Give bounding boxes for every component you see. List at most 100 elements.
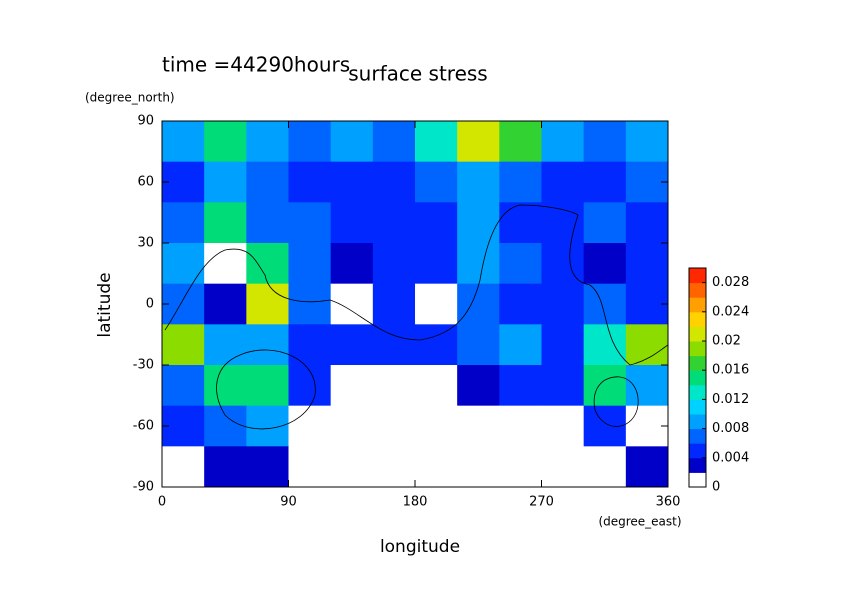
contour-cell	[288, 121, 332, 163]
y-tick-label: 0	[146, 297, 154, 312]
contour-cell	[246, 405, 289, 447]
contour-cell	[372, 161, 416, 203]
contour-cell	[204, 121, 247, 163]
contour-cell	[372, 202, 416, 244]
contour-cell	[204, 446, 247, 488]
contour-cell	[499, 446, 542, 488]
contour-cell	[583, 161, 627, 203]
y-tick-label: -30	[133, 358, 154, 373]
contour-cell	[330, 161, 374, 203]
x-tick-label: 360	[656, 495, 681, 510]
y-tick-label: -60	[133, 419, 154, 434]
contour-cell	[415, 365, 458, 407]
colorbar-swatch	[689, 370, 706, 386]
x-tick-label: 180	[403, 495, 428, 510]
coastline	[164, 204, 669, 430]
contour-cell	[499, 202, 542, 244]
colorbar-swatch	[689, 282, 706, 298]
contour-cell	[288, 161, 332, 203]
x-tick-label: 90	[280, 495, 297, 510]
contour-cell	[415, 121, 458, 163]
chart-subtitle: time =44290hours	[162, 53, 350, 77]
contour-cell	[288, 202, 332, 244]
contour-cell	[583, 202, 627, 244]
contour-cell	[372, 243, 416, 285]
contour-cell	[372, 405, 416, 447]
contour-cell	[583, 324, 627, 366]
colorbar-swatch	[689, 414, 706, 430]
contour-cell	[415, 324, 458, 366]
x-axis-label: longitude	[380, 537, 460, 557]
contour-cell	[457, 405, 500, 447]
contour-cell	[457, 202, 500, 244]
contour-cell	[204, 324, 247, 366]
contour-cell	[330, 365, 374, 407]
contour-cell	[204, 365, 247, 407]
contour-cell	[288, 283, 332, 325]
contour-cell	[625, 324, 669, 366]
colorbar-tick-label: 0.024	[712, 304, 749, 319]
contour-cell	[415, 405, 458, 447]
colorbar-swatch	[689, 384, 706, 400]
contour-cell	[583, 365, 627, 407]
contour-cell	[415, 202, 458, 244]
contour-cell	[162, 161, 205, 203]
colorbar-swatch	[689, 472, 706, 488]
contour-cell	[541, 121, 585, 163]
contour-cell	[415, 243, 458, 285]
colorbar-swatch	[689, 326, 706, 342]
contour-cell	[541, 405, 585, 447]
contour-cell	[457, 324, 500, 366]
contour-cell	[162, 365, 205, 407]
colorbar-swatch	[689, 399, 706, 415]
contour-cell	[499, 243, 542, 285]
contour-cell	[499, 121, 542, 163]
contour-cell	[583, 283, 627, 325]
contour-cell	[162, 324, 205, 366]
contour-cell	[372, 446, 416, 488]
colorbar-swatch	[689, 341, 706, 357]
contour-cell	[246, 202, 289, 244]
colorbar-swatch	[689, 457, 706, 473]
colorbar-tick-label: 0.004	[712, 450, 749, 465]
contour-cell	[330, 283, 374, 325]
contour-cell	[246, 365, 289, 407]
contour-cell	[372, 283, 416, 325]
colorbar-tick-label: 0.016	[712, 363, 749, 378]
contour-cell	[541, 324, 585, 366]
contour-cell	[625, 446, 669, 488]
contour-cell	[162, 446, 205, 488]
x-tick-label: 0	[158, 495, 166, 510]
contour-cell	[162, 405, 205, 447]
contour-cell	[541, 446, 585, 488]
contour-cell	[204, 161, 247, 203]
contour-cell	[625, 121, 669, 163]
colorbar-frame	[688, 267, 707, 488]
contour-cell	[415, 161, 458, 203]
contour-cell	[372, 365, 416, 407]
contour-cell	[330, 324, 374, 366]
contour-cell	[330, 243, 374, 285]
colorbar-swatch	[689, 428, 706, 444]
y-tick-label: 30	[137, 236, 154, 251]
contour-cell	[415, 283, 458, 325]
y-unit: (degree_north)	[85, 91, 175, 105]
contour-cell	[246, 243, 289, 285]
y-tick-label: -90	[133, 480, 154, 495]
colorbar-swatch	[689, 311, 706, 327]
contour-cell	[246, 121, 289, 163]
contour-cell	[204, 405, 247, 447]
colorbar-swatch	[689, 443, 706, 459]
contour-cell	[457, 365, 500, 407]
colorbar-tick-label: 0.012	[712, 392, 749, 407]
contour-cell	[162, 121, 205, 163]
x-unit: (degree_east)	[598, 515, 681, 529]
colorbar-swatch	[689, 297, 706, 313]
contour-cell	[457, 161, 500, 203]
contour-cell	[541, 243, 585, 285]
contour-cell	[499, 283, 542, 325]
y-tick-label: 90	[137, 114, 154, 129]
colorbar-tick-label: 0.02	[712, 334, 741, 349]
contour-cell	[583, 243, 627, 285]
